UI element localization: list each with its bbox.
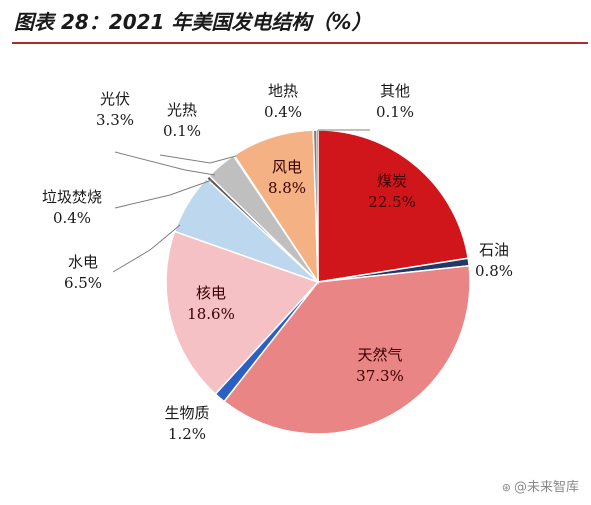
slice-name-biomass: 生物质 [164,404,209,422]
slice-value-geothermal: 0.4% [264,103,302,121]
slice-value-other: 0.1% [376,103,414,121]
slice-name-solar-pv: 光伏 [100,90,130,108]
slice-value-coal: 22.5% [368,193,416,211]
pie-slice-wind [233,129,319,285]
slice-name-geothermal: 地热 [268,82,298,100]
watermark-icon: ⊛ [501,481,511,494]
slice-value-oil: 0.8% [475,262,513,280]
slice-name-waste-incineration: 垃圾焚烧 [42,188,102,206]
slice-value-waste-incineration: 0.4% [53,209,91,227]
slice-value-solar-thermal: 0.1% [163,122,201,140]
slice-name-hydro: 水电 [68,253,98,271]
leader-lines [112,129,370,273]
slice-labels: 煤炭 22.5% 石油 0.8% 天然气 37.3% 生物质 1.2% 核电 18.6% 水电 6.5… [42,82,513,443]
slice-name-solar-thermal: 光热 [167,101,197,119]
slice-value-natural-gas: 37.3% [356,367,404,385]
slice-name-wind: 风电 [272,158,302,176]
slice-value-wind: 8.8% [268,179,306,197]
watermark: ⊛ @未来智库 [502,476,579,495]
slice-value-hydro: 6.5% [64,274,102,292]
leader-line-solar-pv [114,151,216,176]
slice-value-nuclear: 18.6% [187,305,235,323]
pie-slice-nuclear [165,230,320,396]
leader-line-hydro [112,224,181,273]
slice-name-nuclear: 核电 [196,284,226,302]
slice-value-solar-pv: 3.3% [96,111,134,129]
page-title: 图表 28：2021 年美国发电结构（%） [14,10,372,34]
slice-name-natural-gas: 天然气 [357,346,402,364]
slice-value-biomass: 1.2% [168,425,206,443]
slice-name-coal: 煤炭 [377,172,407,190]
pie-slices [165,129,471,435]
pie-slice-coal [317,129,469,283]
watermark-text: @未来智库 [513,480,579,495]
leader-line-waste-incineration [114,179,213,209]
leader-line-solar-thermal [159,154,237,164]
title-divider [12,42,588,44]
slice-name-other: 其他 [380,82,410,100]
pie-slice-natural-gas [223,264,471,435]
slice-name-oil: 石油 [479,241,509,259]
pie-slice-other [316,129,319,283]
